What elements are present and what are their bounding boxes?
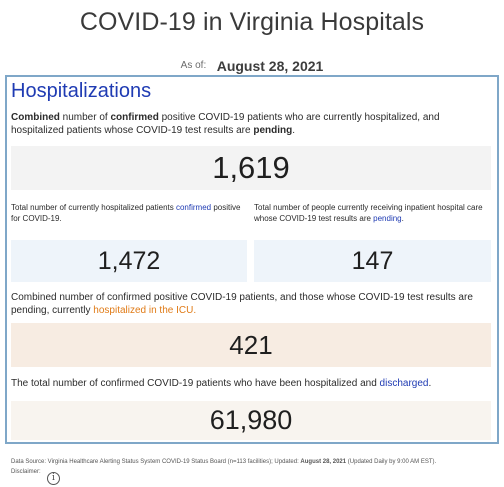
discharged-text-end: . <box>428 378 432 389</box>
icu-text: Combined number of confirmed positive CO… <box>11 292 473 316</box>
discharged-description: The total number of confirmed COVID-19 p… <box>11 377 491 390</box>
icu-description: Combined number of confirmed positive CO… <box>11 291 491 317</box>
pending-word: pending <box>253 125 293 136</box>
section-title: Hospitalizations <box>11 80 152 102</box>
pending-description: Total number of people currently receivi… <box>254 202 494 224</box>
combined-word: Combined <box>11 112 60 123</box>
confirmed-description: Total number of currently hospitalized p… <box>11 202 243 224</box>
data-source-note: Data Source: Virginia Healthcare Alertin… <box>11 459 436 465</box>
as-of-row: As of: August 28, 2021 <box>0 57 504 75</box>
combined-total-value: 1,619 <box>11 146 491 190</box>
pending-text: Total number of people currently receivi… <box>254 203 483 223</box>
pending-value: 147 <box>254 240 491 282</box>
confirmed-value: 1,472 <box>11 240 247 282</box>
icu-value: 421 <box>11 323 491 367</box>
discharged-value: 61,980 <box>11 401 491 440</box>
confirmed-text: Total number of currently hospitalized p… <box>11 203 176 212</box>
combined-text-1: number of <box>59 112 111 123</box>
pending-link[interactable]: pending <box>373 214 402 223</box>
icu-link[interactable]: hospitalized in the ICU. <box>93 305 197 316</box>
confirmed-link[interactable]: confirmed <box>175 203 212 212</box>
data-source-text-end: (Updated Daily by 9:00 AM EST). <box>346 459 437 465</box>
data-source-date: August 28, 2021 <box>300 459 347 465</box>
confirmed-text-end: positive for COVID-19. <box>11 203 241 223</box>
discharged-link[interactable]: discharged <box>379 378 429 389</box>
hospitalizations-panel <box>5 75 499 444</box>
page-title: COVID-19 in Virginia Hospitals <box>79 8 425 36</box>
info-icon[interactable]: i <box>47 472 60 485</box>
data-source-text: Data Source: Virginia Healthcare Alertin… <box>11 459 301 465</box>
combined-description: Combined number of confirmed positive CO… <box>11 111 491 137</box>
pending-text-end: . <box>401 214 404 223</box>
as-of-label: As of: <box>180 60 207 72</box>
disclaimer-label: Disclaimer: <box>11 469 41 475</box>
confirmed-word: confirmed <box>110 112 159 123</box>
combined-text-2: positive COVID-19 patients who are curre… <box>11 112 440 136</box>
discharged-text: The total number of confirmed COVID-19 p… <box>11 378 380 389</box>
combined-text-3: . <box>292 125 296 136</box>
as-of-date: August 28, 2021 <box>216 57 324 74</box>
